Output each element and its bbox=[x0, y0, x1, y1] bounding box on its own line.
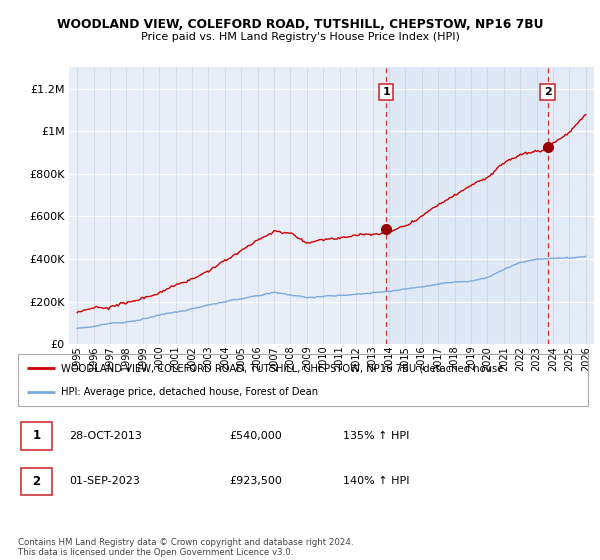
Text: 28-OCT-2013: 28-OCT-2013 bbox=[70, 431, 142, 441]
Text: 2: 2 bbox=[544, 87, 551, 97]
Text: 1: 1 bbox=[32, 430, 41, 442]
Bar bbox=[386, 67, 548, 344]
Bar bbox=[21, 422, 52, 450]
Bar bbox=[548, 67, 594, 344]
Text: Price paid vs. HM Land Registry's House Price Index (HPI): Price paid vs. HM Land Registry's House … bbox=[140, 32, 460, 43]
Bar bbox=[21, 468, 52, 495]
Text: 01-SEP-2023: 01-SEP-2023 bbox=[70, 477, 140, 486]
Text: 135% ↑ HPI: 135% ↑ HPI bbox=[343, 431, 409, 441]
Text: HPI: Average price, detached house, Forest of Dean: HPI: Average price, detached house, Fore… bbox=[61, 387, 318, 397]
Text: 1: 1 bbox=[382, 87, 390, 97]
Text: WOODLAND VIEW, COLEFORD ROAD, TUTSHILL, CHEPSTOW, NP16 7BU (detached house: WOODLAND VIEW, COLEFORD ROAD, TUTSHILL, … bbox=[61, 363, 503, 374]
Text: 2: 2 bbox=[32, 475, 41, 488]
Text: WOODLAND VIEW, COLEFORD ROAD, TUTSHILL, CHEPSTOW, NP16 7BU: WOODLAND VIEW, COLEFORD ROAD, TUTSHILL, … bbox=[57, 18, 543, 31]
Text: Contains HM Land Registry data © Crown copyright and database right 2024.
This d: Contains HM Land Registry data © Crown c… bbox=[18, 538, 353, 557]
Text: 140% ↑ HPI: 140% ↑ HPI bbox=[343, 477, 409, 486]
Text: £540,000: £540,000 bbox=[229, 431, 281, 441]
Text: £923,500: £923,500 bbox=[229, 477, 282, 486]
